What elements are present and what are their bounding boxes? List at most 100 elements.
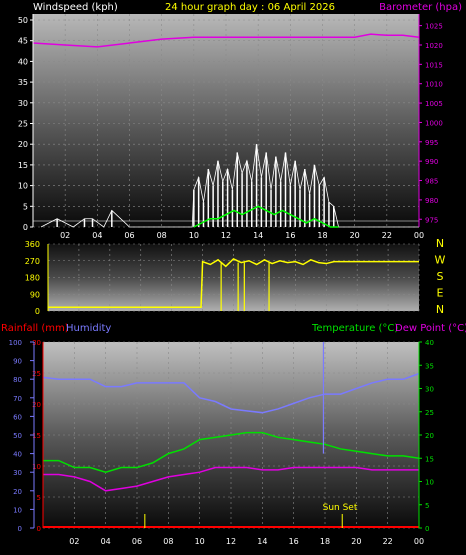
wind-x-tick-label: 00: [414, 231, 424, 240]
barometer-tick-label: 1010: [425, 81, 443, 89]
humidity-tick-label: 50: [13, 432, 22, 440]
avg-wind-series-line: [193, 205, 339, 228]
temperature-x-tick-label: 18: [320, 537, 330, 546]
humidity-tick-label: 0: [18, 525, 22, 533]
barometer-tick-label: 1015: [425, 61, 443, 69]
temperature-x-tick-label: 20: [351, 537, 361, 546]
wind-x-tick-label: 06: [124, 231, 134, 240]
humidity-tick-label: 60: [13, 413, 22, 421]
wind-y-tick-label: 20: [18, 140, 28, 149]
wind-series-line: [40, 144, 419, 228]
direction-series: [48, 257, 419, 311]
rainfall-tick-label: 15: [32, 432, 41, 440]
windspeed-axis-title: Windspeed (kph): [33, 2, 118, 13]
humidity-tick-label: 30: [13, 469, 22, 477]
wind-x-tick-label: 12: [221, 231, 231, 240]
direction-tick-label: 270: [25, 257, 40, 266]
direction-axis-ticks: 0 90 180 270 360: [25, 240, 40, 316]
temperature-axis-ticks: 0 5 10 15 20 25 30 35 40: [419, 339, 434, 533]
humidity-tick-label: 40: [13, 451, 22, 459]
rainfall-tick-label: 30: [32, 339, 41, 347]
wind-y-tick-label: 45: [18, 37, 28, 46]
humidity-tick-label: 10: [13, 506, 22, 514]
rainfall-axis-title: Rainfall (mm): [1, 323, 69, 334]
temperature-tick-label: 0: [425, 525, 429, 533]
temperature-x-tick-label: 16: [289, 537, 299, 546]
temperature-tick-label: 10: [425, 479, 434, 487]
humidity-tick-label: 70: [13, 395, 22, 403]
wind-y-tick-label: 50: [18, 16, 28, 25]
compass-label: N: [436, 303, 444, 316]
humidity-tick-label: 100: [9, 339, 22, 347]
temperature-x-tick-label: 22: [383, 537, 393, 546]
temperature-x-tick-label: 08: [163, 537, 173, 546]
humidity-tick-label: 80: [13, 376, 22, 384]
humidity-tick-label: 20: [13, 488, 22, 496]
rainfall-tick-label: 25: [32, 370, 41, 378]
barometer-tick-label: 985: [425, 178, 438, 186]
rainfall-tick-label: 10: [32, 463, 41, 471]
wind-axis-ticks: 0 5 10 15 20 25 30 35 40 45 50: [18, 16, 33, 232]
direction-panel-grid: [48, 243, 420, 312]
temperature-x-tick-label: 06: [132, 537, 142, 546]
temperature-tick-label: 5: [425, 502, 429, 510]
compass-label: N: [436, 237, 444, 250]
rainfall-tick-label: 20: [32, 401, 41, 409]
compass-label: S: [437, 270, 444, 283]
humidity-series-line: [42, 372, 420, 414]
wind-panel-x-ticks: 02 04 06 08 10 12 14 16 18 20 22 00: [60, 231, 424, 240]
barometer-axis-title: Barometer (hpa): [379, 2, 462, 13]
wind-x-tick-label: 08: [157, 231, 167, 240]
rainfall-tick-label: 0: [37, 525, 41, 533]
barometer-tick-label: 1020: [425, 42, 443, 50]
wind-y-tick-label: 5: [23, 202, 28, 211]
barometer-tick-label: 1005: [425, 100, 443, 108]
temperature-tick-label: 40: [425, 339, 434, 347]
wind-x-tick-label: 18: [317, 231, 327, 240]
barometer-series-line: [32, 33, 420, 48]
temperature-x-tick-label: 04: [101, 537, 111, 546]
compass-label: W: [435, 254, 446, 267]
direction-tick-label: 0: [35, 307, 40, 316]
barometer-tick-label: 1025: [425, 23, 443, 31]
rainfall-axis-ticks: 0 5 10 15 20 25 30: [32, 339, 41, 533]
temperature-tick-label: 30: [425, 386, 434, 394]
temperature-x-tick-label: 10: [195, 537, 205, 546]
sunset-label: Sun Set: [323, 503, 358, 513]
wind-y-tick-label: 0: [23, 223, 28, 232]
dewpoint-axis-title: Dew Point (°C): [395, 323, 466, 334]
wind-panel-series: [32, 33, 420, 228]
temperature-tick-label: 35: [425, 362, 434, 370]
wind-x-tick-label: 04: [92, 231, 102, 240]
wind-x-tick-label: 20: [350, 231, 360, 240]
rainfall-tick-label: 5: [37, 494, 41, 502]
temperature-series-line: [43, 431, 420, 473]
temperature-tick-label: 20: [425, 432, 434, 440]
barometer-tick-label: 980: [425, 197, 438, 205]
temperature-tick-label: 25: [425, 409, 434, 417]
wind-x-tick-label: 16: [285, 231, 295, 240]
direction-tick-label: 360: [25, 240, 40, 249]
temperature-x-tick-label: 02: [69, 537, 79, 546]
barometer-tick-label: 990: [425, 158, 438, 166]
temperature-tick-label: 15: [425, 455, 434, 463]
temperature-axis-title: Temperature (°C): [311, 323, 398, 334]
barometer-axis-ticks: 975 980 985 990 995 1000 1005 1010 1015 1020 1025: [419, 23, 443, 224]
wind-y-tick-label: 10: [18, 182, 28, 191]
temperature-x-tick-label: 12: [226, 537, 236, 546]
direction-tick-label: 180: [25, 274, 40, 283]
wind-y-tick-label: 15: [18, 161, 28, 170]
compass-label: E: [437, 287, 444, 300]
temperature-x-tick-label: 00: [414, 537, 424, 546]
direction-series-line: [48, 257, 419, 309]
wind-y-tick-label: 25: [18, 120, 28, 129]
barometer-tick-label: 975: [425, 216, 438, 224]
temperature-panel-grid: [43, 341, 420, 529]
temperature-panel-x-ticks: 02 04 06 08 10 12 14 16 18 20 22 00: [69, 537, 424, 546]
barometer-tick-label: 995: [425, 139, 438, 147]
chart-title: 24 hour graph day : 06 April 2026: [165, 2, 335, 13]
wind-y-tick-label: 40: [18, 57, 28, 66]
dewpoint-series-line: [43, 466, 419, 492]
